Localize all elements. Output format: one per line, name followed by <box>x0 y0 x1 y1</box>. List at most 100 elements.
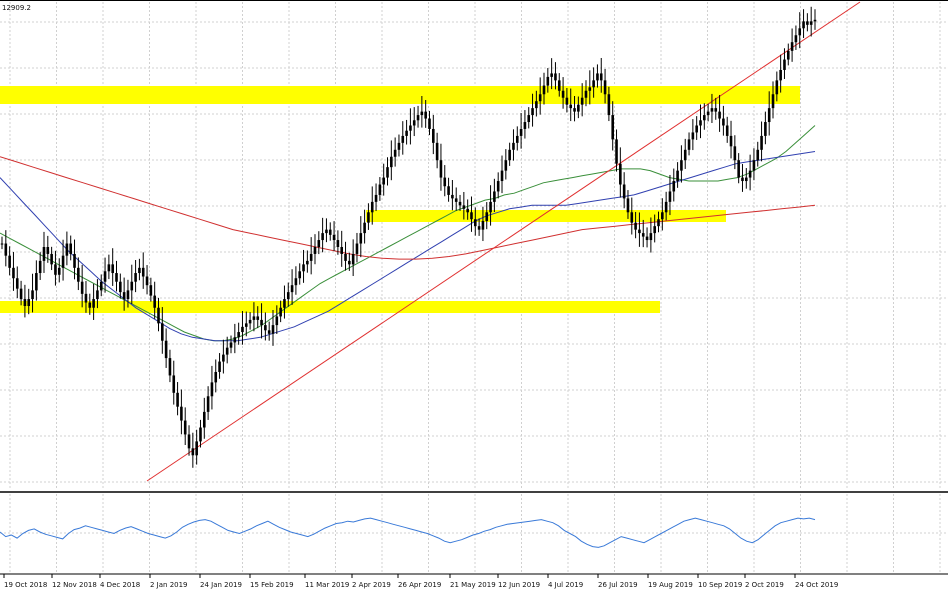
candle-body <box>214 371 218 383</box>
candle-body <box>577 104 580 112</box>
candle-body <box>103 271 107 282</box>
candle-body <box>401 135 405 143</box>
candle-body <box>653 226 656 234</box>
candle-body <box>107 264 111 272</box>
candle-body <box>664 201 668 213</box>
candle-body <box>515 135 519 143</box>
candle-body <box>748 170 752 178</box>
candle-body <box>130 281 134 291</box>
candle-body <box>428 118 431 129</box>
candle-body <box>432 128 435 143</box>
candle-body <box>271 325 275 334</box>
support-zone-bottom <box>0 301 660 313</box>
candle-body <box>481 220 485 230</box>
candle-body <box>149 285 153 296</box>
candle-body <box>145 276 149 286</box>
candle-body <box>443 177 447 187</box>
candle-body <box>615 139 618 164</box>
candle-body <box>363 222 366 234</box>
candle-body <box>611 115 615 140</box>
candle-body <box>164 340 168 359</box>
candle-body <box>687 139 691 150</box>
candle-body <box>546 76 550 86</box>
candle-body <box>348 260 351 265</box>
candle-body <box>283 299 286 308</box>
candle-body <box>119 281 122 293</box>
candle-body <box>382 177 385 185</box>
candle-body <box>256 316 260 320</box>
candle-body <box>630 212 634 223</box>
candle-body <box>710 108 714 112</box>
header-price-label: 12909.2 <box>2 4 31 12</box>
candle-body <box>27 299 31 307</box>
candle-body <box>286 292 290 300</box>
candle-body <box>38 260 42 274</box>
candle-body <box>752 160 756 171</box>
candle-body <box>183 420 187 435</box>
candle-body <box>790 42 794 51</box>
candle-body <box>683 149 687 161</box>
candle-body <box>332 234 336 241</box>
candle-body <box>298 271 302 279</box>
candle-body <box>806 21 809 25</box>
candle-body <box>355 243 359 254</box>
candle-body <box>744 177 748 182</box>
candle-body <box>622 184 626 199</box>
candle-body <box>619 163 622 185</box>
candle-body <box>424 111 427 119</box>
candle-body <box>57 267 61 275</box>
candle-body <box>260 319 263 326</box>
x-tick-label: 2 Jan 2019 <box>150 581 188 589</box>
candle-body <box>538 94 542 102</box>
x-tick-label: 12 Jun 2019 <box>498 581 540 589</box>
candle-body <box>199 427 202 442</box>
candle-body <box>661 212 664 220</box>
candle-body <box>798 28 802 36</box>
candle-body <box>42 247 46 261</box>
candle-body <box>470 212 473 220</box>
candle-body <box>202 411 206 428</box>
candle-body <box>592 80 595 88</box>
candle-body <box>645 236 649 241</box>
candle-body <box>111 264 114 274</box>
candle-body <box>294 278 298 286</box>
x-tick-label: 24 Oct 2019 <box>795 581 838 589</box>
candle-body <box>77 267 80 282</box>
candle-body <box>393 149 397 157</box>
candle-body <box>325 229 328 234</box>
candle-body <box>676 170 679 182</box>
candle-body <box>370 201 374 213</box>
candle-body <box>8 255 11 268</box>
candle-body <box>557 80 561 91</box>
candle-body <box>180 406 183 421</box>
candle-body <box>760 135 763 150</box>
candle-body <box>439 160 443 178</box>
candle-body <box>172 375 176 393</box>
candle-body <box>737 160 740 178</box>
candle-body <box>88 302 92 308</box>
candle-body <box>344 253 347 261</box>
candle-body <box>458 201 462 206</box>
candle-body <box>786 50 790 60</box>
candle-body <box>729 135 733 147</box>
candle-body <box>73 253 76 268</box>
candle-body <box>420 111 424 116</box>
candle-body <box>725 125 729 136</box>
candle-body <box>264 325 267 331</box>
candle-body <box>206 396 210 412</box>
candle-body <box>96 290 99 300</box>
candle-body <box>290 285 294 293</box>
x-tick-label: 21 May 2019 <box>450 581 496 589</box>
candle-body <box>626 198 630 213</box>
candle-body <box>695 125 698 133</box>
candle-body <box>573 108 576 112</box>
candle-body <box>340 247 344 254</box>
candle-body <box>779 69 782 81</box>
candle-body <box>657 219 660 227</box>
candle-body <box>359 233 363 244</box>
x-tick-label: 19 Oct 2018 <box>4 581 47 589</box>
candle-body <box>764 122 767 136</box>
x-tick-label: 19 Aug 2019 <box>648 581 693 589</box>
candle-body <box>531 108 534 116</box>
